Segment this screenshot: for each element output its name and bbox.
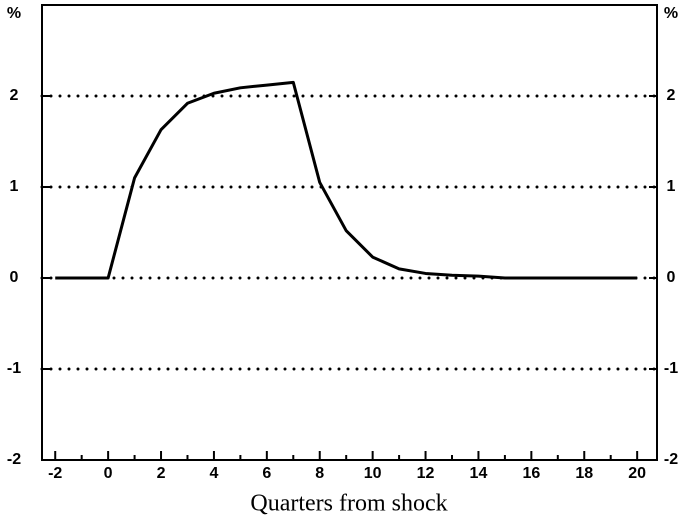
x-tick-label: 12 <box>417 465 435 482</box>
data-line <box>55 80 638 280</box>
x-tick-label: 6 <box>262 465 271 482</box>
y-tick-label: 2 <box>10 87 19 104</box>
y-tick-label: -2 <box>7 451 21 468</box>
x-tick-label: 10 <box>364 465 382 482</box>
plot-frame <box>41 4 658 461</box>
y-unit-left: % <box>7 5 21 22</box>
x-tick-label: 14 <box>470 465 488 482</box>
x-tick-label: 0 <box>104 465 113 482</box>
x-tick-label: -2 <box>48 465 62 482</box>
y-tick-label: 1 <box>10 178 19 195</box>
x-tick-label: 4 <box>209 465 218 482</box>
y-tick-label-right: 0 <box>667 269 676 286</box>
x-axis-label: Quarters from shock <box>250 491 447 517</box>
y-tick-label-right: 1 <box>667 178 676 195</box>
x-tick-label: 16 <box>522 465 540 482</box>
x-tick-label: 8 <box>315 465 324 482</box>
y-tick-label-right: 2 <box>667 87 676 104</box>
x-tick-label: 20 <box>628 465 646 482</box>
y-unit-right: % <box>664 5 678 22</box>
y-tick-label: -1 <box>7 360 21 377</box>
x-tick-label: 2 <box>157 465 166 482</box>
y-tick-label-right: -1 <box>664 360 678 377</box>
y-tick-label-right: -2 <box>664 451 678 468</box>
y-tick-label: 0 <box>10 269 19 286</box>
x-tick-label: 18 <box>575 465 593 482</box>
